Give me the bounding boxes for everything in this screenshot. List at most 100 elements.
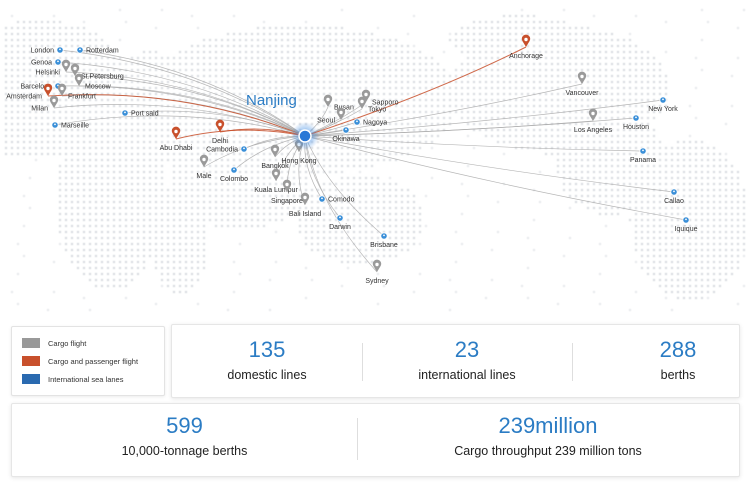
map-dot [214, 152, 218, 156]
map-dot [124, 182, 128, 186]
map-dot [556, 38, 560, 42]
map-dot [532, 128, 536, 132]
map-dot [28, 44, 32, 48]
map-dot [490, 104, 494, 108]
map-dot [154, 266, 158, 270]
map-dot [94, 260, 98, 264]
map-dot [316, 212, 320, 216]
map-dot [238, 32, 242, 36]
map-dot [562, 128, 566, 132]
map-dot [400, 92, 404, 96]
map-dot [130, 74, 134, 78]
map-dot [658, 260, 662, 264]
map-dot [220, 212, 224, 216]
map-dot [40, 26, 44, 30]
map-dot [418, 212, 422, 216]
map-dot [310, 98, 314, 102]
map-dot [352, 218, 356, 222]
map-dot [610, 140, 614, 144]
map-dot [166, 122, 170, 126]
map-dot [526, 134, 530, 138]
map-dot [700, 176, 704, 180]
map-dot [58, 194, 62, 198]
map-dot [598, 188, 602, 192]
map-dot [82, 128, 86, 132]
map-dot [160, 140, 164, 144]
map-dot [520, 116, 524, 120]
map-dot [58, 68, 62, 72]
map-dot [124, 176, 128, 180]
map-dot [268, 158, 272, 162]
map-dot [334, 224, 338, 228]
map-dot [340, 158, 344, 162]
map-dot [172, 170, 176, 174]
map-dot [472, 44, 476, 48]
map-dot [256, 122, 260, 126]
map-dot [706, 200, 710, 204]
map-dot [670, 230, 674, 234]
map-dot [100, 128, 104, 132]
map-dot [268, 98, 272, 102]
map-dot [100, 56, 104, 60]
map-dot [406, 200, 410, 204]
map-dot [646, 194, 650, 198]
map-dot [124, 266, 128, 270]
map-dot [658, 170, 662, 174]
map-dot [376, 230, 380, 234]
map-dot [244, 98, 248, 102]
map-dot [490, 20, 494, 24]
map-dot [382, 284, 386, 288]
map-dot [304, 92, 308, 96]
map-dot [508, 38, 512, 42]
map-dot [178, 110, 182, 114]
map-dot [652, 140, 656, 144]
map-dot [610, 110, 614, 114]
map-dot [40, 146, 44, 150]
map-dot [676, 236, 680, 240]
map-dot [382, 68, 386, 72]
map-dot [280, 38, 284, 42]
city-marker: London [31, 46, 64, 55]
map-dot [334, 212, 338, 216]
map-dot [298, 92, 302, 96]
map-dot [328, 194, 332, 198]
map-dot [4, 146, 8, 150]
map-dot [184, 56, 188, 60]
map-dot [670, 266, 674, 270]
map-dot [88, 140, 92, 144]
map-dot [502, 50, 506, 54]
map-dot [520, 284, 524, 288]
map-dot [76, 146, 80, 150]
map-dot [148, 80, 152, 84]
map-dot [430, 176, 434, 180]
map-dot [160, 116, 164, 120]
map-dot [562, 56, 566, 60]
map-dot [304, 224, 308, 228]
map-dot [376, 272, 380, 276]
map-dot [646, 176, 650, 180]
map-dot [28, 50, 32, 54]
map-dot [268, 182, 272, 186]
map-dot [334, 56, 338, 60]
map-dot [160, 212, 164, 216]
map-dot [4, 116, 8, 120]
map-dot [64, 50, 68, 54]
map-dot [190, 248, 194, 252]
map-dot [166, 206, 170, 210]
map-dot [220, 56, 224, 60]
map-dot [334, 128, 338, 132]
map-dot [286, 80, 290, 84]
map-dot [82, 182, 86, 186]
map-dot [358, 62, 362, 66]
map-dot [676, 224, 680, 228]
map-dot [124, 224, 128, 228]
legend-swatch-passenger [22, 356, 40, 366]
map-dot [646, 242, 650, 246]
map-dot [670, 212, 674, 216]
map-dot [268, 68, 272, 72]
map-dot [94, 98, 98, 102]
map-dot [466, 62, 470, 66]
map-dot [742, 212, 746, 216]
map-dot [88, 152, 92, 156]
map-dot [616, 86, 620, 90]
